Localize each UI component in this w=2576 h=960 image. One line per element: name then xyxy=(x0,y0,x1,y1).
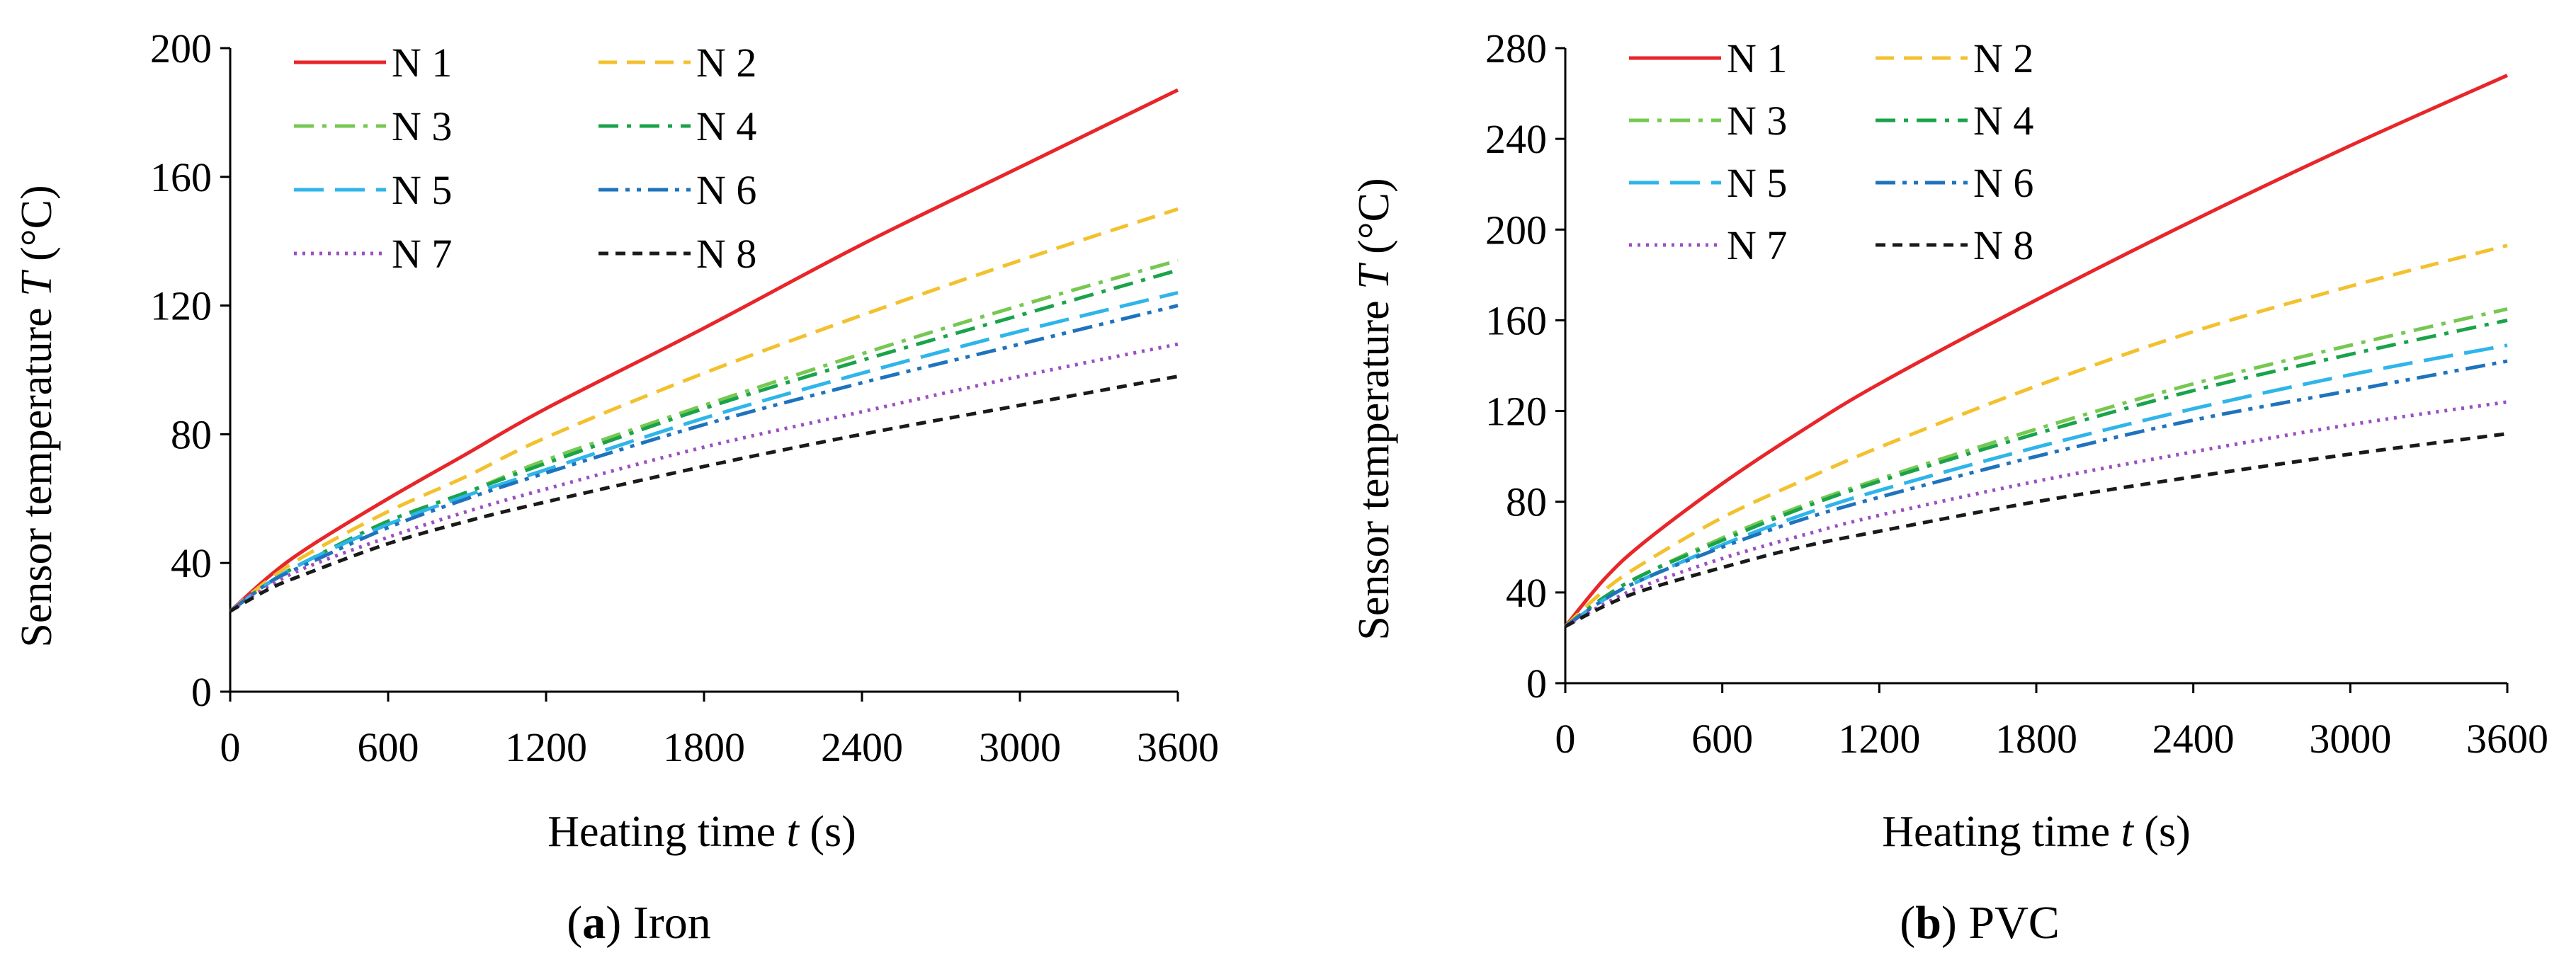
series-line-n-8-iron xyxy=(229,375,1179,613)
legend-label-n-7: N 7 xyxy=(1727,222,1787,268)
caption-pvc: (b) PVC xyxy=(1900,897,2060,949)
x-axis-title-iron: Heating time t (s) xyxy=(547,808,856,856)
x-axis-title-pvc: Heating time t (s) xyxy=(1882,808,2191,856)
x-tick-label: 3000 xyxy=(2309,716,2391,762)
legend-label-n-5: N 5 xyxy=(392,167,452,213)
series-line-n-5-pvc xyxy=(1564,343,2508,628)
y-tick-label: 0 xyxy=(191,669,212,715)
y-axis-title-pvc: Sensor temperature T (°C) xyxy=(1350,178,1398,640)
y-tick-label: 280 xyxy=(1485,25,1547,72)
x-tick-label: 3600 xyxy=(2466,716,2548,762)
y-tick-label: 200 xyxy=(1485,207,1547,253)
legend-label-n-3: N 3 xyxy=(1727,98,1787,144)
legend-label-n-6: N 6 xyxy=(1973,160,2033,206)
y-tick-label: 80 xyxy=(1506,479,1547,525)
panel-pvc: 0 40 80 120 160 200 240 280 0 600 1200 1800 2400 3000… xyxy=(1350,25,2548,949)
x-tick-label: 600 xyxy=(1691,716,1753,762)
x-tick-label: 1200 xyxy=(505,724,587,770)
x-tick-label: 1800 xyxy=(1995,716,2077,762)
legend-label-n-1: N 1 xyxy=(1727,35,1787,81)
legend-label-n-1: N 1 xyxy=(392,40,452,86)
series-line-n-2-pvc xyxy=(1564,244,2508,628)
legend-label-n-2: N 2 xyxy=(696,40,756,86)
series-line-n-7-pvc xyxy=(1564,400,2508,629)
y-tick-label: 40 xyxy=(1506,570,1547,616)
series-line-n-8-pvc xyxy=(1564,432,2508,629)
legend-label-n-8: N 8 xyxy=(696,231,756,277)
legend-label-n-7: N 7 xyxy=(392,231,452,277)
x-tick-label: 2400 xyxy=(821,724,903,770)
x-tick-label: 600 xyxy=(358,724,419,770)
series-line-n-6-pvc xyxy=(1564,359,2508,628)
x-tick-label: 1800 xyxy=(663,724,745,770)
x-tick-label: 0 xyxy=(220,724,241,770)
series-line-n-4-iron xyxy=(229,268,1179,613)
y-tick-label: 40 xyxy=(171,540,212,586)
legend-label-n-4: N 4 xyxy=(696,103,756,149)
legend-label-n-5: N 5 xyxy=(1727,160,1787,206)
series-line-n-3-iron xyxy=(229,258,1179,613)
plot-area-iron: 0 40 80 120 160 200 0 600 1200 1800 2400 3000 3600 N … xyxy=(150,25,1219,770)
legend-iron: N 1 N 2 N 3 N 4 N 5 N 6 N 7 N 8 xyxy=(294,40,756,277)
series-line-n-4-pvc xyxy=(1564,318,2508,628)
series-line-n-5-iron xyxy=(229,290,1179,613)
x-tick-label: 1200 xyxy=(1838,716,1920,762)
series-line-n-1-pvc xyxy=(1564,74,2509,628)
x-tick-label: 2400 xyxy=(2152,716,2235,762)
y-tick-label: 200 xyxy=(150,25,212,72)
y-tick-label: 120 xyxy=(150,283,212,329)
series-line-n-1-iron xyxy=(229,88,1179,613)
y-axis-title-iron: Sensor temperature T (°C) xyxy=(13,185,61,647)
y-tick-label: 80 xyxy=(171,411,212,457)
y-tick-label: 160 xyxy=(150,154,212,200)
x-tick-label: 3000 xyxy=(979,724,1061,770)
legend-label-n-2: N 2 xyxy=(1973,35,2033,81)
y-tick-label: 240 xyxy=(1485,116,1547,162)
series-line-n-2-iron xyxy=(229,207,1179,613)
series-line-n-7-iron xyxy=(229,342,1179,613)
plot-area-pvc: 0 40 80 120 160 200 240 280 0 600 1200 1800 2400 3000… xyxy=(1485,25,2548,762)
y-tick-label: 0 xyxy=(1526,661,1547,707)
y-tick-label: 160 xyxy=(1485,297,1547,343)
series-line-n-6-iron xyxy=(229,304,1179,613)
legend-label-n-8: N 8 xyxy=(1973,222,2033,268)
caption-iron: (a) Iron xyxy=(567,897,710,949)
legend-label-n-6: N 6 xyxy=(696,167,756,213)
legend-pvc: N 1 N 2 N 3 N 4 N 5 N 6 N 7 N 8 xyxy=(1629,35,2033,268)
panel-iron: 0 40 80 120 160 200 0 600 1200 1800 2400 3000 3600 N … xyxy=(13,25,1219,949)
x-tick-label: 3600 xyxy=(1137,724,1219,770)
y-tick-label: 120 xyxy=(1485,389,1547,435)
x-tick-label: 0 xyxy=(1555,716,1576,762)
series-line-n-3-pvc xyxy=(1564,307,2508,628)
legend-label-n-4: N 4 xyxy=(1973,98,2033,144)
legend-label-n-3: N 3 xyxy=(392,103,452,149)
